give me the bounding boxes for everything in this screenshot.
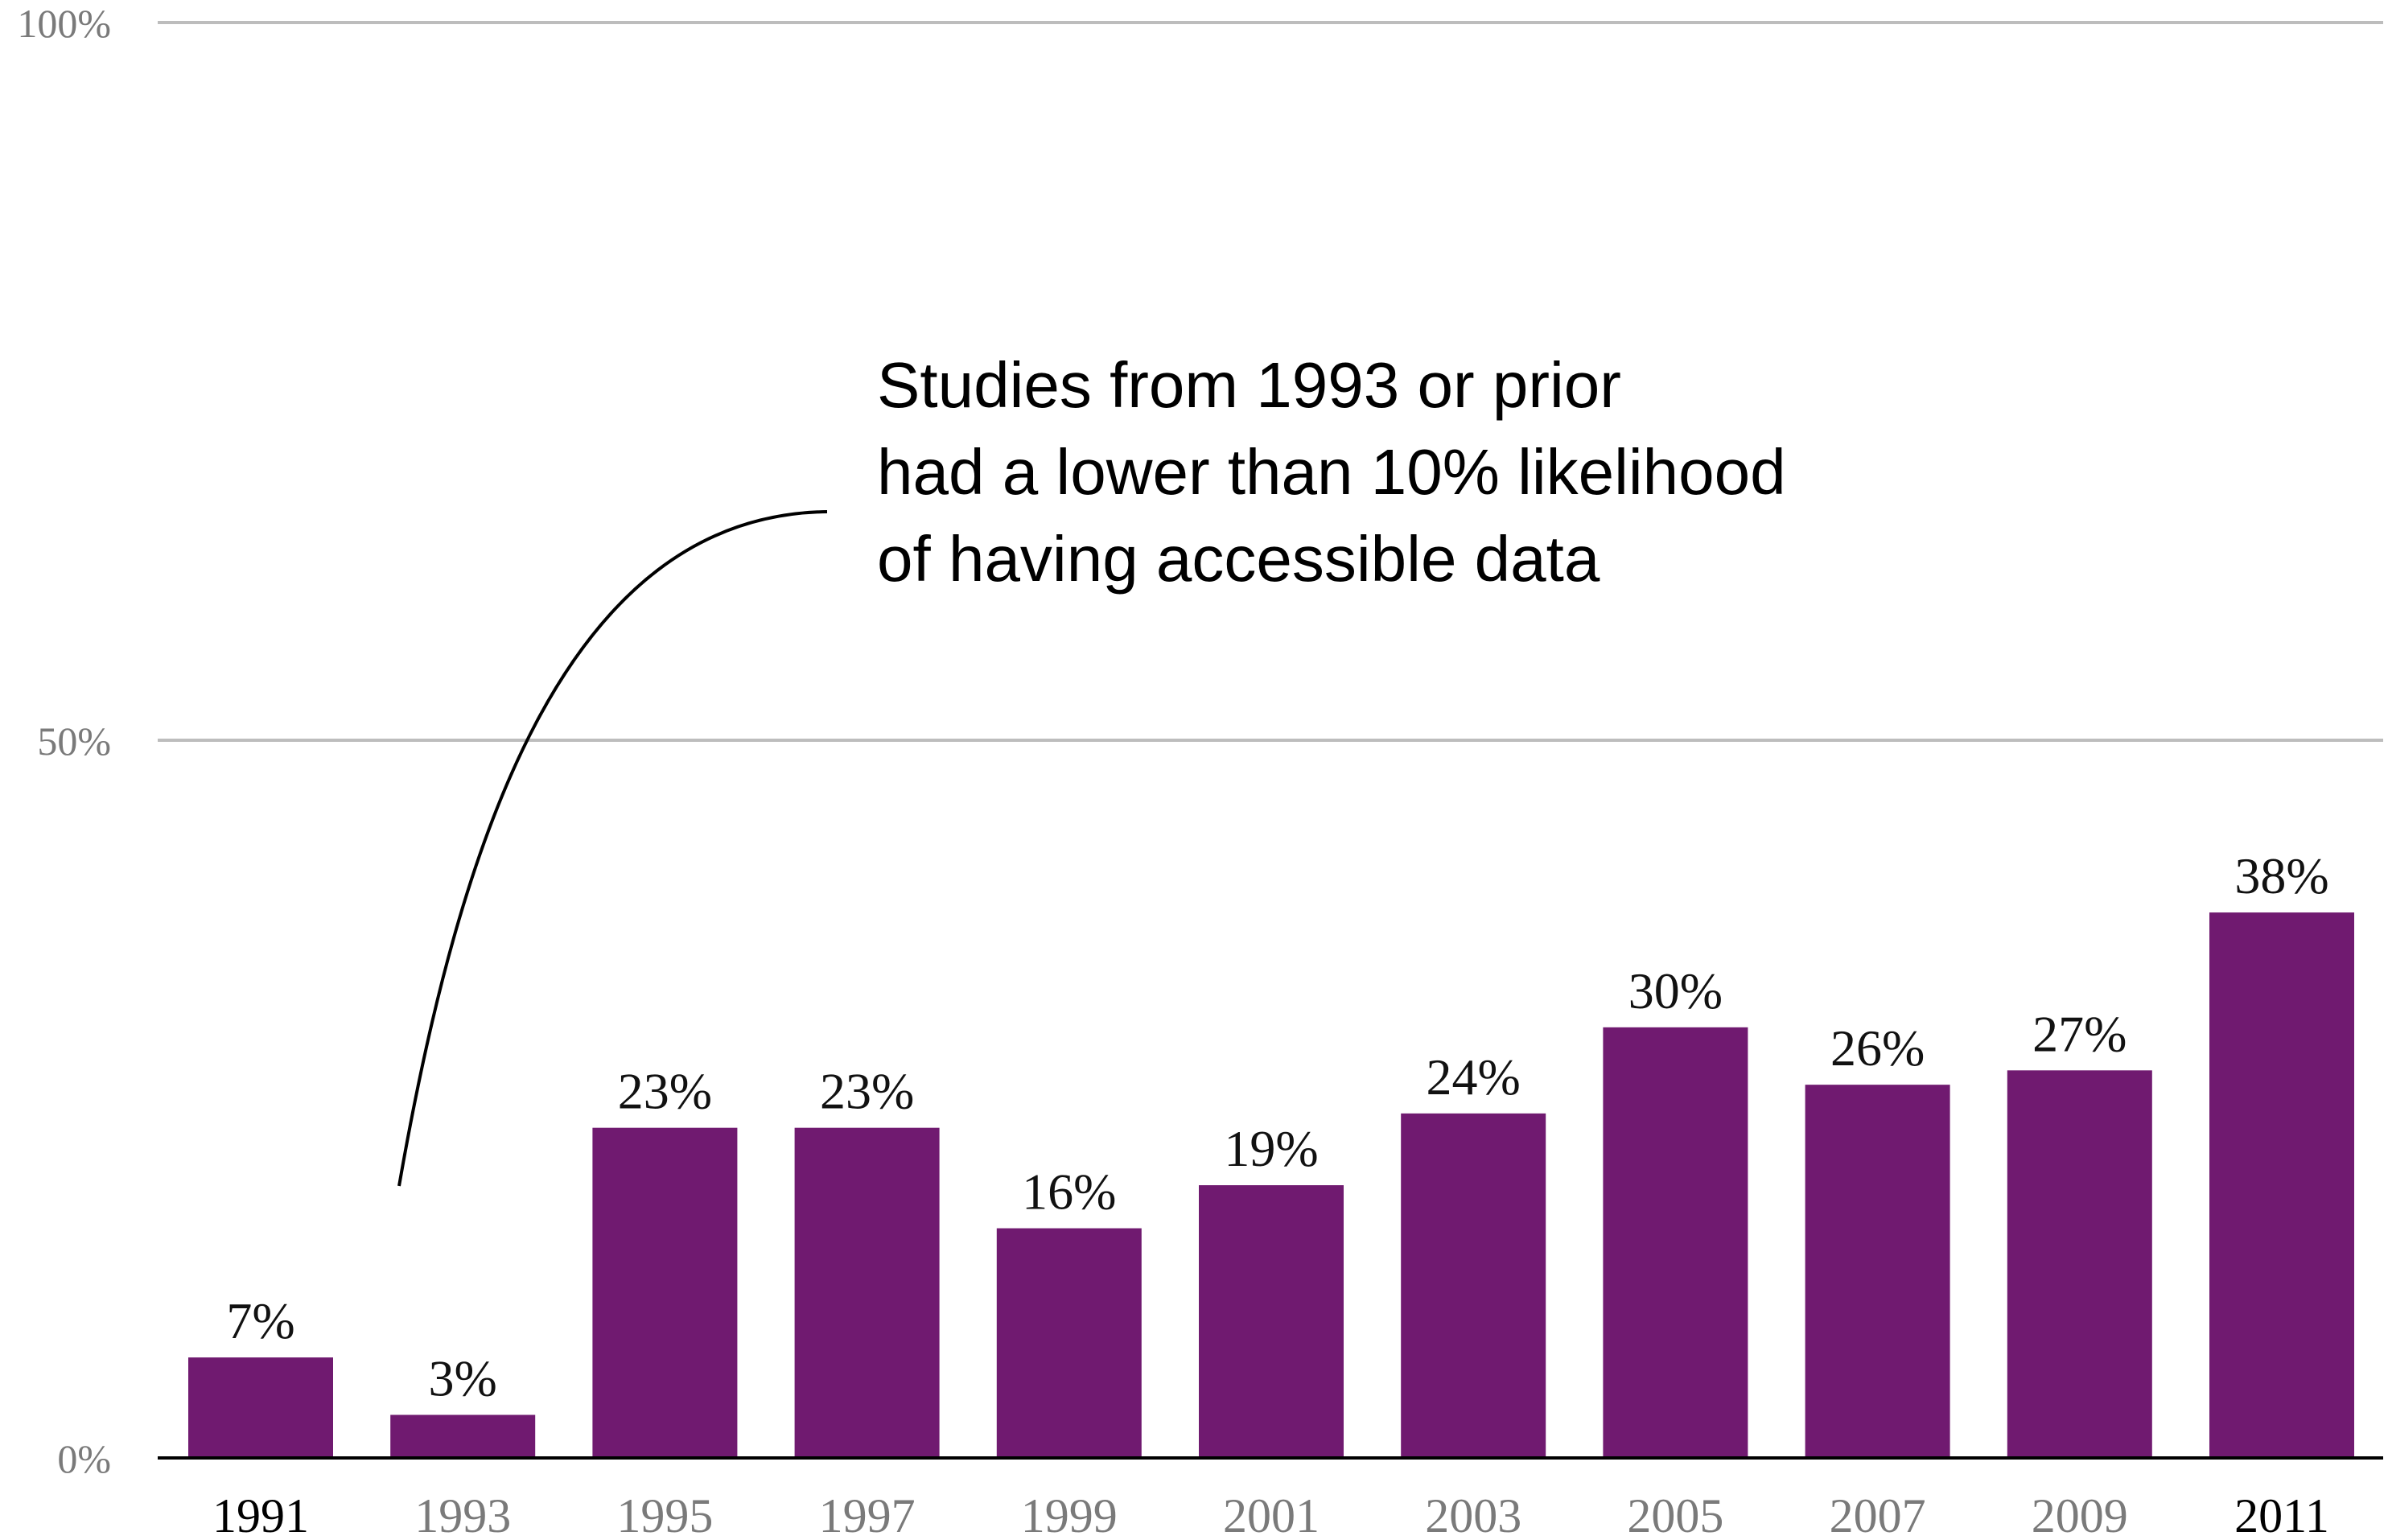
value-label-2003: 24% <box>1427 1048 1521 1106</box>
bar-2009 <box>2007 1070 2152 1458</box>
bar-2005 <box>1603 1027 1748 1458</box>
value-label-2001: 19% <box>1224 1120 1318 1177</box>
x-tick-label-1991: 1991 <box>212 1489 309 1540</box>
x-tick-label-1999: 1999 <box>1021 1489 1118 1540</box>
x-tick-label-1997: 1997 <box>819 1489 916 1540</box>
value-label-1995: 23% <box>618 1063 712 1120</box>
bars <box>188 912 2354 1458</box>
y-tick-label: 100% <box>17 1 111 46</box>
annotation-line-2: had a lower than 10% likelihood <box>877 436 1786 508</box>
bar-1999 <box>996 1228 1142 1458</box>
bar-1991 <box>188 1357 333 1458</box>
annotation-line-1: Studies from 1993 or prior <box>877 349 1621 421</box>
x-tick-label-2001: 2001 <box>1223 1489 1320 1540</box>
x-tick-label-1995: 1995 <box>616 1489 713 1540</box>
bar-2011 <box>2209 912 2354 1458</box>
x-axis-tick-labels: 1991 1993 1995 1997 1999 2001 2003 2005 2007 2009… <box>212 1489 2329 1540</box>
value-label-2007: 26% <box>1830 1019 1925 1077</box>
bar-1993 <box>390 1414 536 1458</box>
bar-1995 <box>592 1127 738 1458</box>
value-label-2005: 30% <box>1628 962 1723 1019</box>
x-tick-label-2009: 2009 <box>2032 1489 2128 1540</box>
value-label-1997: 23% <box>820 1063 914 1120</box>
value-label-1999: 16% <box>1022 1163 1116 1221</box>
bar-2003 <box>1401 1113 1546 1458</box>
x-tick-label-2011: 2011 <box>2234 1489 2329 1540</box>
annotation-connector-line <box>397 510 828 1187</box>
y-tick-label: 50% <box>37 719 111 764</box>
bar-2007 <box>1805 1085 1950 1458</box>
bar-1997 <box>794 1127 940 1458</box>
value-label-1991: 7% <box>226 1292 294 1349</box>
value-label-1993: 3% <box>429 1349 497 1406</box>
x-tick-label-1993: 1993 <box>414 1489 511 1540</box>
annotation-text: Studies from 1993 or prior had a lower t… <box>877 349 1789 595</box>
value-label-2009: 27% <box>2032 1005 2127 1062</box>
x-tick-label-2003: 2003 <box>1425 1489 1521 1540</box>
value-label-2011: 38% <box>2234 847 2328 904</box>
y-tick-label: 0% <box>57 1436 111 1481</box>
bar-2001 <box>1199 1185 1344 1458</box>
y-axis-tick-labels: 0% 50% 100% <box>17 1 111 1481</box>
x-tick-label-2005: 2005 <box>1627 1489 1723 1540</box>
bar-value-labels: 7% 3% 23% 23% 16% 19% 24% 30% 26% 27% 38% <box>226 847 2328 1406</box>
x-tick-label-2007: 2007 <box>1830 1489 1926 1540</box>
annotation-line-3: of having accessible data <box>877 523 1600 595</box>
